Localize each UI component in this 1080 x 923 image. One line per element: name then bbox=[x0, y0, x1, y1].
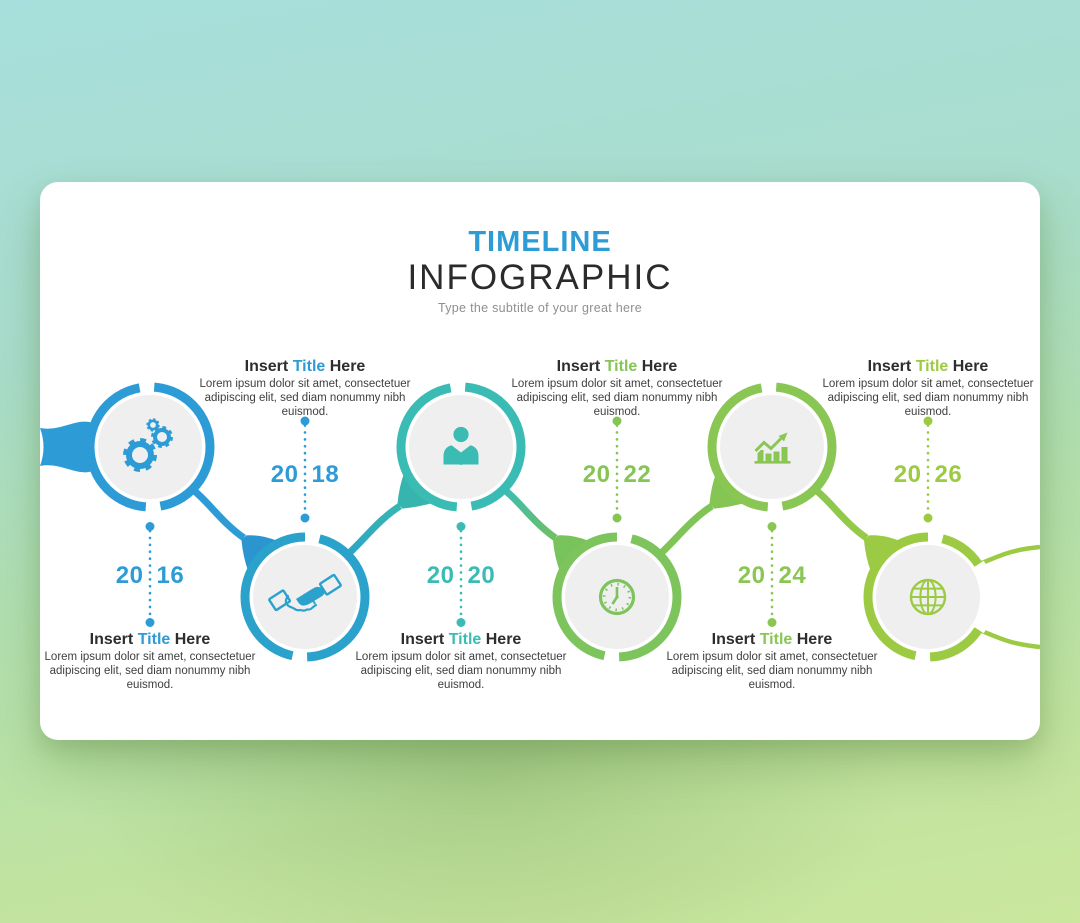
year-label: 20 26 bbox=[893, 461, 963, 488]
ring-gaps bbox=[138, 380, 995, 664]
timeline-connector bbox=[190, 486, 278, 572]
dotted-connectors bbox=[145, 416, 933, 627]
milestone-body: Lorem ipsum dolor sit amet, consectetuer… bbox=[511, 378, 723, 418]
milestone-text-2020: Insert Title Here Lorem ipsum dolor sit … bbox=[346, 631, 576, 692]
milestone-text-2018: Insert Title Here Lorem ipsum dolor sit … bbox=[190, 358, 420, 419]
year-label: 20 22 bbox=[582, 461, 652, 488]
milestone-title: Insert Title Here bbox=[244, 358, 366, 375]
slide-title: TIMELINE bbox=[468, 226, 612, 258]
milestone-text-2016: Insert Title Here Lorem ipsum dolor sit … bbox=[35, 631, 265, 692]
businessman-icon bbox=[443, 426, 479, 465]
timeline-graphic bbox=[40, 380, 1040, 664]
milestone-text-2022: Insert Title Here Lorem ipsum dolor sit … bbox=[502, 358, 732, 419]
milestone-title: Insert Title Here bbox=[400, 631, 522, 648]
milestone-body: Lorem ipsum dolor sit amet, consectetuer… bbox=[822, 378, 1034, 418]
milestone-title: Insert Title Here bbox=[556, 358, 678, 375]
year-label: 20 24 bbox=[737, 562, 807, 589]
slide-subtitle: Type the subtitle of your great here bbox=[438, 301, 642, 315]
globe-icon bbox=[909, 578, 947, 616]
timeline-connector bbox=[657, 472, 746, 558]
timeline-connector bbox=[812, 486, 901, 572]
year-label: 20 16 bbox=[115, 562, 185, 589]
milestone-body: Lorem ipsum dolor sit amet, consectetuer… bbox=[199, 378, 411, 418]
milestone-body: Lorem ipsum dolor sit amet, consectetuer… bbox=[355, 651, 567, 691]
clock-icon bbox=[598, 578, 636, 616]
milestone-title: Insert Title Here bbox=[89, 631, 211, 648]
timeline-connector bbox=[501, 486, 590, 572]
milestone-title: Insert Title Here bbox=[711, 631, 833, 648]
left-horn bbox=[40, 421, 94, 473]
milestone-body: Lorem ipsum dolor sit amet, consectetuer… bbox=[666, 651, 878, 691]
milestone-text-2026: Insert Title Here Lorem ipsum dolor sit … bbox=[813, 358, 1043, 419]
gears-icon bbox=[123, 418, 174, 472]
year-label: 20 20 bbox=[426, 562, 496, 589]
slide-heading: INFOGRAPHIC bbox=[407, 258, 673, 297]
timeline-connector bbox=[345, 472, 434, 558]
milestone-title: Insert Title Here bbox=[867, 358, 989, 375]
year-label: 20 18 bbox=[270, 461, 340, 488]
milestone-text-2024: Insert Title Here Lorem ipsum dolor sit … bbox=[657, 631, 887, 692]
growth-chart-icon bbox=[753, 432, 791, 464]
slide-card: TIMELINE INFOGRAPHIC Type the subtitle o… bbox=[40, 182, 1040, 740]
handshake-icon bbox=[268, 573, 342, 612]
milestone-body: Lorem ipsum dolor sit amet, consectetuer… bbox=[44, 651, 256, 691]
